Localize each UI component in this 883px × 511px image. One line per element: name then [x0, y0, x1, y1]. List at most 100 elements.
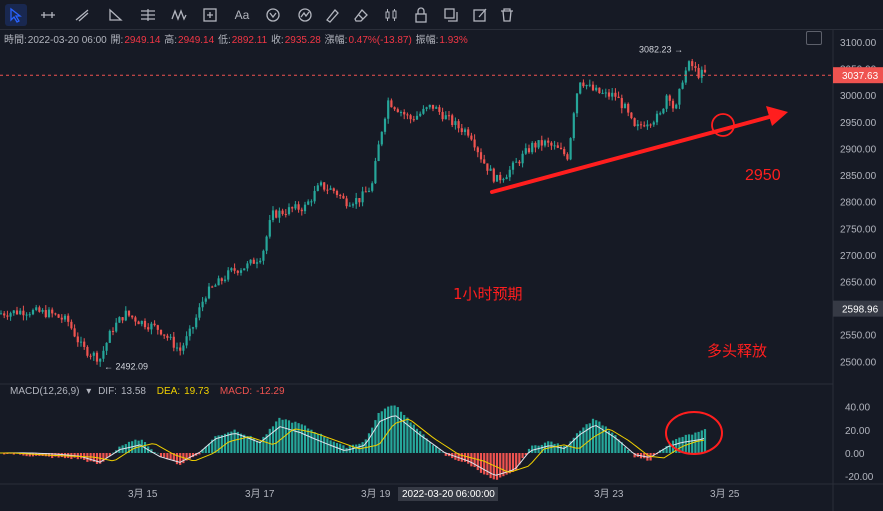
candle-body [383, 118, 387, 132]
candle-body [175, 347, 179, 349]
candle-body [623, 103, 627, 109]
candle-body [486, 163, 489, 171]
dif-line [0, 415, 705, 476]
macd-tick-label: -20.00 [845, 472, 874, 483]
macd-histogram-bar [527, 448, 531, 453]
price-chart[interactable]: 3100.003050.003000.002950.002900.002850.… [0, 30, 883, 511]
candle-body [508, 169, 511, 178]
macd-histogram-bar [303, 425, 307, 453]
macd-histogram-bar [3, 453, 6, 455]
high-label: 高: [164, 35, 178, 46]
macd-histogram-bar [460, 453, 463, 462]
copy-icon[interactable] [440, 4, 462, 26]
lock-icon[interactable] [410, 4, 432, 26]
candle-body [275, 210, 278, 218]
macd-histogram-bar [271, 426, 275, 453]
wave-icon[interactable] [168, 4, 190, 26]
price-tick-label: 2950.00 [840, 118, 877, 129]
candle-body [470, 135, 473, 140]
candle-body [313, 190, 316, 202]
chevron-down-icon[interactable]: ▾ [86, 386, 92, 397]
candle-body [393, 107, 396, 110]
candle-body [239, 270, 243, 273]
candle-body [438, 107, 441, 112]
price-tick-label: 3100.00 [840, 38, 877, 49]
candle-body [281, 210, 284, 214]
candle-body [422, 108, 425, 114]
candle-body [147, 327, 150, 330]
time-tick-label: 3月 25 [710, 488, 740, 500]
macd-histogram-bar [486, 453, 489, 476]
macd-histogram-bar [412, 424, 415, 453]
edit-icon[interactable] [469, 4, 491, 26]
pattern-icon[interactable] [262, 4, 284, 26]
candle-body [108, 330, 111, 343]
triangle-icon[interactable] [104, 4, 126, 26]
candle-body [105, 342, 108, 351]
candle-body [163, 334, 166, 336]
candle-body [572, 113, 575, 139]
candle-body [319, 182, 323, 186]
macd-histogram-bar [419, 431, 422, 453]
candle-body [121, 317, 124, 321]
macd-histogram-bar [367, 433, 371, 453]
candle-body [454, 121, 457, 126]
eraser-icon[interactable] [350, 4, 372, 26]
fib-icon[interactable] [137, 4, 159, 26]
candle-body [172, 336, 175, 348]
crosshair-time-label: 2022-03-20 06:00:00 [402, 489, 495, 500]
macd-histogram-bar [579, 430, 582, 453]
brush-icon[interactable] [321, 4, 343, 26]
macd-histogram-bar [595, 420, 598, 453]
macd-histogram-bar [211, 439, 214, 453]
candle-body [323, 182, 326, 190]
price-tick-label: 2500.00 [840, 357, 877, 368]
cursor-icon[interactable] [5, 4, 27, 26]
expand-icon[interactable] [806, 31, 822, 45]
macd-histogram-bar [191, 453, 195, 458]
macd-histogram-bar [566, 445, 569, 453]
candle-body [38, 307, 41, 312]
candle-body [15, 310, 19, 315]
macd-histogram-bar [668, 443, 671, 453]
macd-histogram-bar [163, 453, 166, 458]
candle-body [451, 115, 454, 126]
candle-body [460, 128, 463, 132]
close-value: 2935.28 [284, 35, 321, 46]
trend-line-icon[interactable] [71, 4, 93, 26]
candle-body [425, 107, 428, 109]
horizontal-line-icon[interactable] [37, 4, 59, 26]
macd-histogram-bar [479, 453, 483, 473]
candle-body [127, 310, 131, 316]
candle-body [252, 259, 255, 264]
macd-histogram-bar [297, 423, 300, 453]
open-value: 2949.14 [124, 35, 161, 46]
macd-histogram-bar [326, 438, 329, 453]
macd-histogram-bar [86, 453, 89, 462]
price-tick-label: 2700.00 [840, 251, 877, 262]
candle-body [390, 100, 393, 108]
time-tick-label: 3月 19 [361, 488, 391, 500]
candle-body [19, 310, 22, 315]
measure-icon[interactable] [199, 4, 221, 26]
text-icon[interactable]: Aa [231, 4, 253, 26]
trash-icon[interactable] [496, 4, 518, 26]
candle-body [300, 209, 303, 212]
macd-histogram-bar [617, 439, 620, 453]
candle-body [521, 153, 524, 164]
macd-histogram-bar [259, 441, 262, 453]
candle-body [28, 314, 31, 316]
prediction-icon[interactable] [294, 4, 316, 26]
candle-body [169, 336, 172, 338]
macd-histogram-bar [633, 453, 636, 458]
candle-body [627, 103, 630, 113]
candles-icon[interactable] [380, 4, 402, 26]
macd-histogram-bar [492, 453, 495, 480]
candle-body [185, 336, 188, 346]
macd-histogram-bar [403, 415, 406, 453]
candle-body [598, 87, 601, 94]
candle-body [92, 352, 95, 356]
time-label: 時間: [4, 35, 27, 46]
macd-histogram-bar [390, 405, 393, 453]
macd-histogram-bar [255, 440, 259, 453]
